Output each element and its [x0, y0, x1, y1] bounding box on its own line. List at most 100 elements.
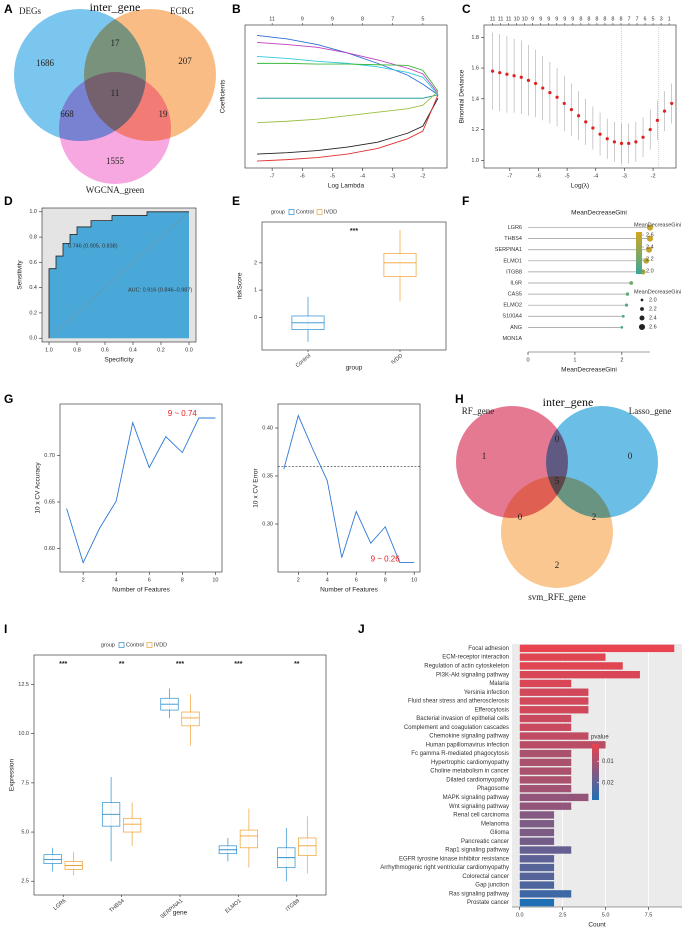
- significance: ***: [350, 228, 358, 235]
- y-tick-label: 7.5: [21, 780, 29, 786]
- x-tick-label: -7: [507, 173, 512, 179]
- bar: [519, 714, 572, 723]
- y-axis-label: 10 x CV Accuracy: [35, 462, 42, 514]
- x-tick-label: 0.2: [157, 347, 165, 353]
- y-tick-label: Melanoma: [481, 821, 510, 827]
- region-count: 207: [178, 56, 192, 66]
- x-tick-label: -6: [536, 173, 541, 179]
- top-tick-label: 8: [611, 16, 614, 22]
- bar: [519, 784, 572, 793]
- top-tick-label: 7: [391, 16, 394, 22]
- point: [598, 132, 602, 136]
- set-label: DEGs: [19, 6, 41, 16]
- point: [548, 91, 552, 95]
- bar: [519, 776, 572, 784]
- region-count: 0: [518, 512, 523, 522]
- legend-label: Control: [126, 642, 144, 648]
- y-tick-label: IL6R: [510, 280, 522, 286]
- x-tick-label: -6: [300, 173, 305, 179]
- set-label: Lasso_gene: [629, 406, 672, 416]
- x-tick-label: -3: [622, 173, 627, 179]
- region-count: 17: [111, 38, 121, 48]
- region-count: 668: [60, 109, 74, 119]
- y-axis-label: Sensitivity: [17, 260, 24, 290]
- x-tick-label: -5: [565, 173, 570, 179]
- y-tick-label: 10.0: [18, 731, 29, 737]
- series-line: [257, 98, 439, 155]
- series-line: [257, 94, 439, 162]
- box: [43, 854, 62, 864]
- region-count: 2: [592, 512, 597, 522]
- lollipop-dot: [646, 235, 654, 242]
- point: [612, 140, 616, 144]
- y-tick-label: Colorectal cancer: [462, 874, 509, 880]
- x-tick-label: -2: [651, 173, 656, 179]
- diagonal: [48, 211, 190, 339]
- top-tick-label: 9: [301, 16, 304, 22]
- region-count: 2: [555, 560, 560, 570]
- bar: [519, 811, 555, 819]
- lollipop-dot: [625, 292, 630, 296]
- point: [569, 107, 574, 112]
- y-tick-label: Arrhythmogenic right ventricular cardiom…: [380, 865, 509, 871]
- point: [662, 109, 667, 113]
- y-tick-label: 5.0: [21, 830, 29, 836]
- legend-title: MeanDecreaseGini: [634, 222, 681, 228]
- y-tick-label: Complement and coagulation cascades: [404, 725, 509, 731]
- top-tick-label: 11: [498, 16, 504, 22]
- set-label: svm_RFE_gene: [528, 592, 586, 602]
- y-tick-label: ITGB8: [506, 269, 522, 275]
- region-count: 5: [555, 476, 560, 486]
- lollipop-dot: [629, 281, 634, 285]
- x-tick-label: 4: [326, 577, 329, 583]
- x-tick-label: 5.0: [602, 912, 610, 918]
- point: [670, 101, 674, 106]
- top-tick-label: 7: [627, 16, 630, 22]
- top-tick-label: 6: [644, 16, 647, 22]
- y-tick-label: 2: [254, 260, 257, 266]
- legend-key: [146, 642, 153, 648]
- x-tick-label: 0.4: [129, 347, 137, 353]
- y-tick-label: Yersinia infection: [464, 690, 509, 696]
- point: [498, 71, 502, 75]
- bar: [519, 741, 606, 749]
- x-tick-label: -5: [330, 173, 335, 179]
- chart-title: MeanDecreaseGini: [571, 210, 627, 217]
- y-tick-label: 0.8: [29, 235, 37, 241]
- box: [181, 711, 200, 727]
- top-tick-label: 9: [547, 16, 550, 22]
- y-tick-label: 0.60: [44, 546, 55, 552]
- y-tick-label: Hypertrophic cardiomyopathy: [431, 760, 509, 766]
- top-tick-label: 3: [660, 16, 663, 22]
- x-tick-label: 8: [384, 577, 387, 583]
- set-label: RF_gene: [462, 406, 495, 416]
- legend-tick-label: 0.02: [602, 780, 614, 786]
- y-tick-label: Renal cell carcinoma: [453, 813, 509, 819]
- y-tick-label: 0.2: [29, 310, 37, 316]
- bar: [519, 697, 589, 705]
- legend-tick-label: 2.2: [646, 256, 654, 262]
- panel-label: D: [4, 194, 13, 208]
- venn-title: inter_gene: [90, 0, 141, 14]
- bar: [519, 644, 675, 653]
- x-tick-label: THBS4: [108, 898, 125, 914]
- x-tick-label: 10: [212, 577, 218, 583]
- x-axis-label: group: [346, 365, 363, 372]
- x-tick-label: 1: [573, 357, 576, 363]
- x-axis-label: Log Lambda: [328, 183, 365, 190]
- legend-label: Control: [296, 209, 314, 215]
- y-tick-label: 1.4: [471, 96, 479, 102]
- y-tick-label: Bacterial invasion of epithelial cells: [416, 716, 509, 722]
- y-tick-label: 1: [254, 288, 257, 294]
- top-tick-label: 9: [563, 16, 566, 22]
- legend-title: group: [271, 209, 285, 215]
- series-line: [257, 41, 439, 94]
- top-tick-label: 1: [668, 16, 671, 22]
- point: [576, 114, 581, 118]
- legend-tick-label: 2.0: [646, 268, 654, 274]
- series-line: [257, 94, 439, 99]
- top-tick-label: 8: [579, 16, 582, 22]
- y-tick-label: 1.2: [471, 127, 479, 133]
- legend-key: [118, 642, 125, 648]
